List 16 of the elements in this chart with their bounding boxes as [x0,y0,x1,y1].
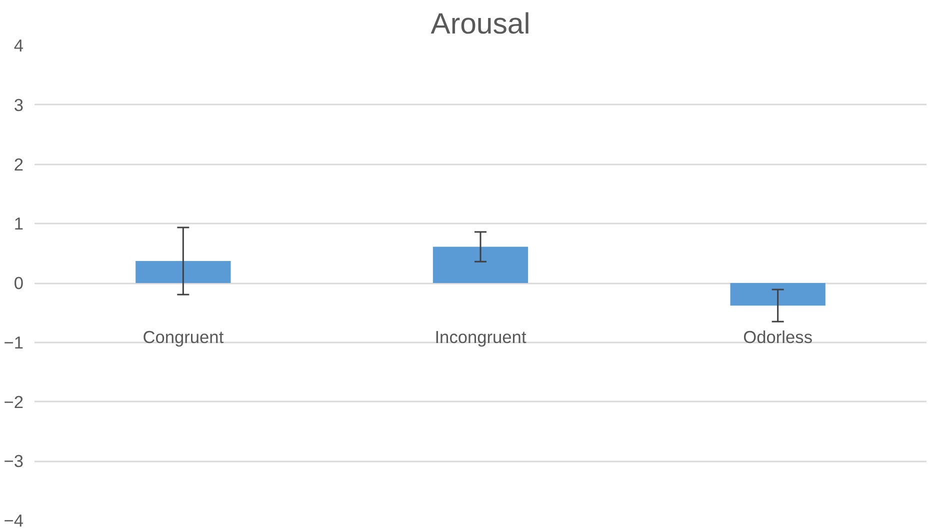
y-tick-label: −2 [4,392,24,412]
y-tick-label: 3 [14,94,24,115]
y-tick-label: 4 [14,36,24,56]
x-tick-label: Odorless [743,327,813,347]
y-tick-label: 2 [14,154,24,174]
bar [136,261,231,283]
y-tick-label: 1 [14,214,24,234]
chart-title: Arousal [430,8,530,40]
x-tick-label: Congruent [142,327,224,347]
bar [730,283,826,306]
x-tick-label: Incongruent [434,327,526,347]
bar [432,246,528,283]
y-tick-label: −3 [4,451,24,472]
y-tick-label: −1 [4,332,24,352]
y-tick-label: 0 [14,273,24,293]
y-tick-label: −4 [4,510,24,530]
